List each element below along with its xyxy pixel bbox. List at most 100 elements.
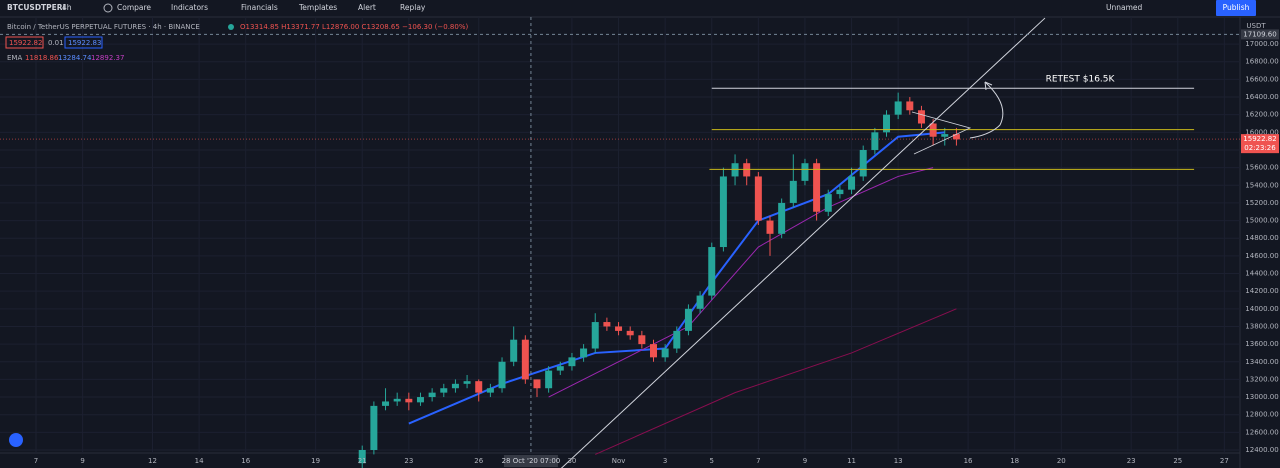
x-tick-label: 21 [358,457,367,465]
bid-box[interactable] [5,36,44,49]
symbol[interactable]: BTCUSDTPERI [7,3,66,12]
status-dot [228,24,234,30]
candle-body [754,176,762,221]
y-tick-label: 12800.00 [1245,411,1278,419]
candle-body [475,381,483,393]
toolbar-button[interactable]: Templates [298,3,337,12]
crosshair-x-box [503,455,558,467]
y-tick-label: 13000.00 [1245,393,1278,401]
candle-body [766,220,774,234]
x-tick-label: 7 [34,457,38,465]
candle-body [661,348,669,358]
y-tick-label: 15000.00 [1245,217,1278,225]
candle-body [848,176,856,190]
candle-body [568,357,576,367]
candle-body [358,449,366,464]
x-tick-label: 14 [195,457,204,465]
ask-box[interactable] [64,36,103,49]
candle-body [650,344,657,358]
y-tick-label: 13800.00 [1245,322,1278,330]
candle-body [638,335,646,345]
ask[interactable]: 15922.83 [68,39,101,47]
grid [0,17,1240,453]
compare-icon [103,3,113,13]
ema-value: 13284.74 [58,54,92,62]
trendline [560,17,1046,468]
candle-body [451,383,459,389]
toolbar-button[interactable]: Alert [358,3,376,12]
x-tick-label: Nov [612,457,626,465]
x-tick-label: 11 [847,457,856,465]
x-tick-label: 25 [1173,457,1182,465]
toolbar-button[interactable]: Compare [117,3,151,12]
bid[interactable]: 15922.82 [9,39,42,47]
candle-body [917,110,925,124]
y-tick-label: 16200.00 [1245,111,1278,119]
candle-body [545,370,553,389]
candle-body [603,322,611,327]
plot: RETEST $16.5K [0,17,1240,468]
y-tick-label: 12400.00 [1245,446,1278,454]
toolbar-button[interactable]: Financials [241,3,278,12]
candle-body [673,330,681,349]
layout-name[interactable]: Unnamed [1106,3,1143,12]
candle-body [684,308,692,331]
x-tick-label: 16 [241,457,250,465]
y-tick-label: 16000.00 [1245,128,1278,136]
y-tick-label: 12600.00 [1245,428,1278,436]
x-tick-label: 18 [1010,457,1019,465]
candle-body [533,379,541,389]
y-tick-label: 15600.00 [1245,164,1278,172]
countdown: 02:23:26 [1244,144,1276,152]
annotation: RETEST $16.5K [1046,75,1116,85]
candle-body [510,339,518,362]
candle-body [883,114,891,133]
x-tick-label: 26 [474,457,483,465]
candle-body [871,132,879,150]
x-tick-label: 3 [663,457,667,465]
legend-ohlc: O13314.85 H13371.77 L12876.00 C13208.65 … [240,23,468,31]
candle-body [824,194,832,212]
toolbar-button[interactable]: Replay [400,3,426,12]
last-price-label: 15922.82 [1243,135,1276,143]
y-tick-label: 14800.00 [1245,234,1278,242]
y-tick-label: 13600.00 [1245,340,1278,348]
triangle-pattern [911,111,972,155]
y-tick-label: 17000.00 [1245,40,1278,48]
candle-body [906,101,914,111]
candle-body [521,339,529,380]
interval[interactable]: 4h [62,3,72,12]
x-tick-label: 27 [1220,457,1229,465]
publish-label[interactable]: Publish [1223,3,1250,12]
candle-body [416,397,424,403]
candle-body [556,366,564,371]
y-tick-label: 14600.00 [1245,252,1278,260]
candle-body [615,326,623,331]
y-tick-label: 14400.00 [1245,270,1278,278]
y-tick-label: 14200.00 [1245,287,1278,295]
x-tick-label: 12 [148,457,157,465]
y-tick-label: 13200.00 [1245,375,1278,383]
candle-body [440,388,448,393]
candle-body [696,295,704,309]
last-price-box [1241,134,1279,154]
y-tick-label: 16600.00 [1245,75,1278,83]
publish-button[interactable] [1216,0,1256,16]
x-tick-label: 19 [311,457,320,465]
x-tick-label: 7 [756,457,760,465]
candle-body [894,101,902,115]
currency: USDT [1246,22,1266,30]
x-tick-label: 9 [80,457,84,465]
y-tick-label: 15400.00 [1245,181,1278,189]
legend-title: Bitcoin / TetherUS PERPETUAL FUTURES · 4… [7,23,200,31]
candle-body [382,401,390,406]
x-tick-label: 13 [894,457,903,465]
candle-body [591,322,599,349]
x-tick-label: 9 [803,457,807,465]
toolbar-button[interactable]: Indicators [171,3,208,12]
x-tick-label: 23 [1127,457,1136,465]
arrow-head [984,81,993,91]
candle-body [941,134,949,137]
x-tick-label: 23 [404,457,413,465]
